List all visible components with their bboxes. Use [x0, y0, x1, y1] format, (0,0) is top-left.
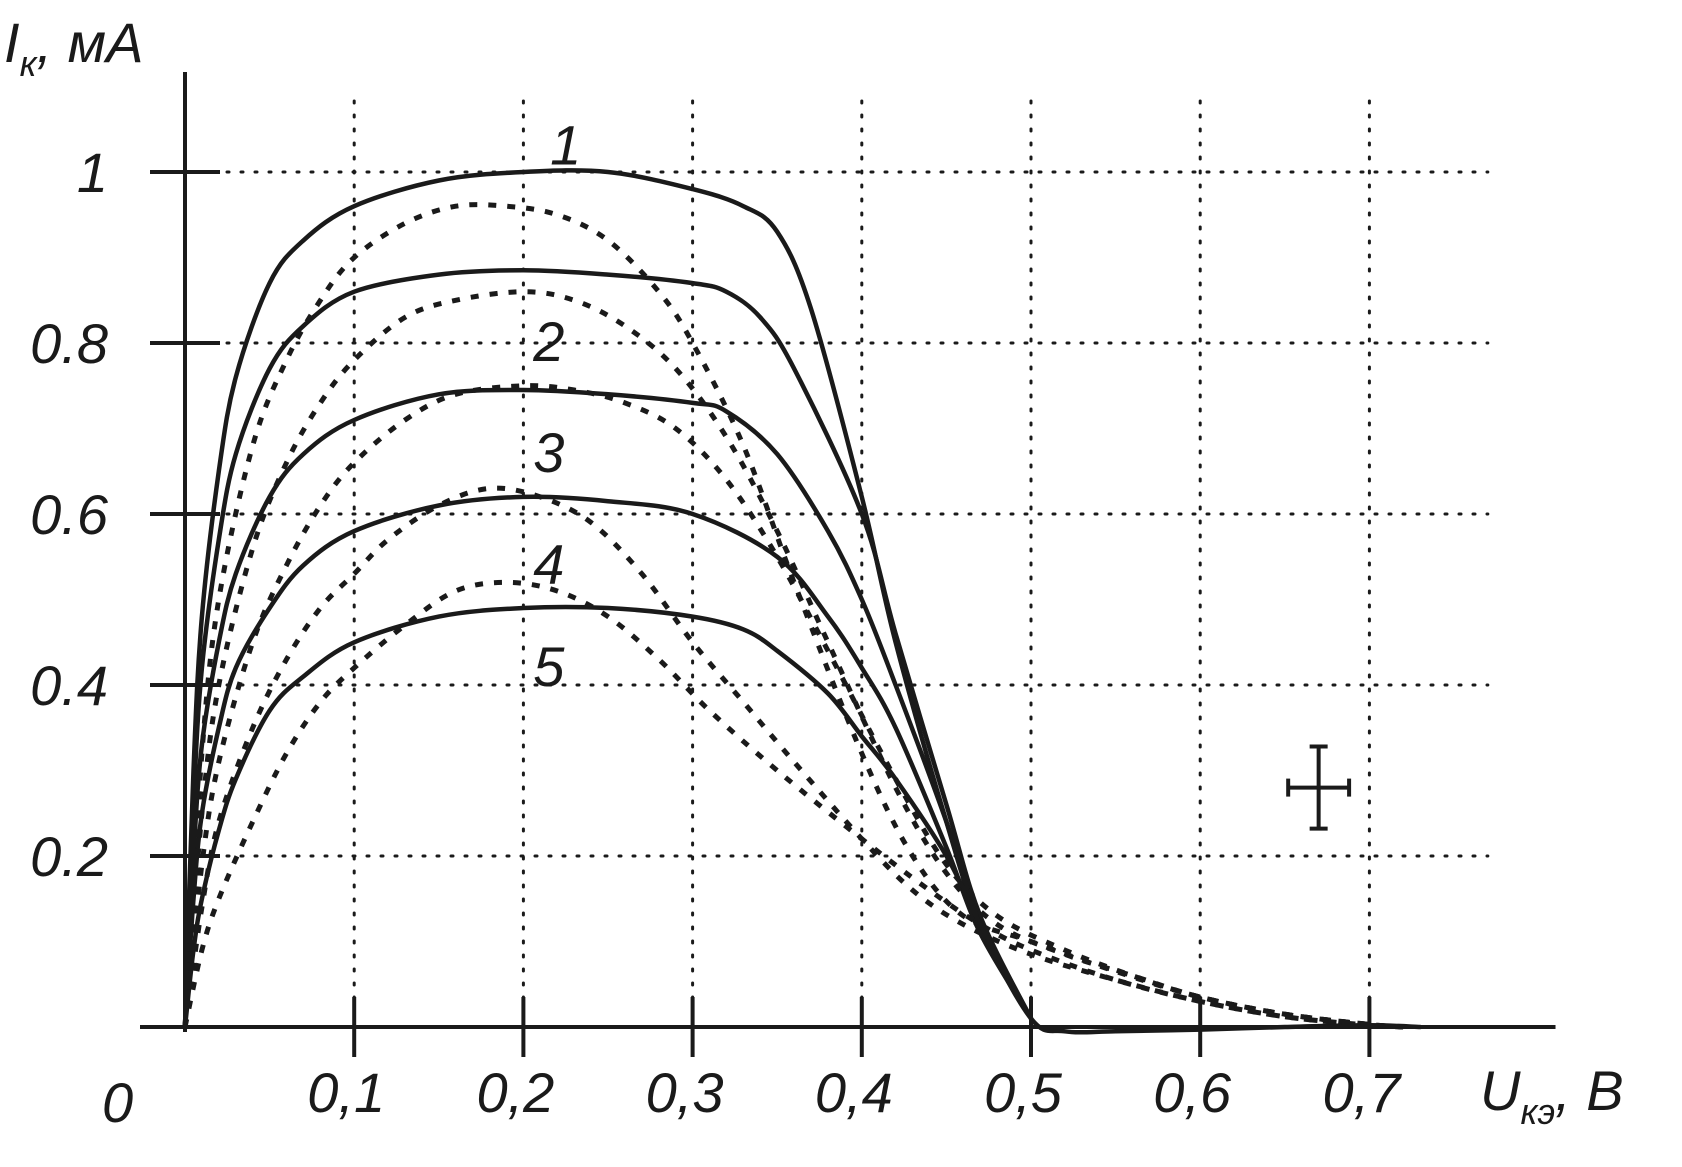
ticks [150, 170, 1372, 1057]
x-axis-label-sub: кэ [1520, 1091, 1555, 1132]
measured-curve-2 [182, 268, 1034, 1030]
curve-label: 1 [550, 113, 581, 176]
simulated-curve [182, 289, 1404, 1030]
origin-label: 0 [102, 1071, 133, 1134]
measured-curve-1 [182, 168, 1423, 1035]
x-tick-label: 0,3 [646, 1061, 724, 1124]
x-tick-label: 0,1 [307, 1061, 385, 1124]
curves [182, 168, 1423, 1035]
x-axis-label: Uкэ, В [1480, 1059, 1624, 1132]
y-axis-label-unit: , мА [37, 11, 144, 74]
y-tick-label: 0.6 [30, 483, 109, 546]
simulated-curve [182, 579, 1370, 1028]
y-tick-label: 0.8 [30, 312, 108, 375]
y-tick-label: 0.4 [30, 654, 108, 717]
y-tick-label: 1 [77, 141, 108, 204]
x-tick-label: 0,2 [476, 1061, 554, 1124]
curve-label: 5 [533, 635, 565, 698]
x-tick-label: 0,4 [815, 1061, 893, 1124]
error-bar [1286, 744, 1352, 831]
measured-curve-3 [182, 387, 1034, 1030]
y-axis-label-main: I [4, 11, 20, 74]
x-axis-label-main: U [1480, 1059, 1521, 1122]
axes [140, 72, 1556, 1032]
x-tick-label: 0,5 [984, 1061, 1063, 1124]
curve-label: 4 [533, 532, 564, 595]
measured-curve-4 [182, 494, 1034, 1030]
grid-lines [183, 97, 1490, 1029]
curve-label: 2 [532, 310, 564, 373]
y-axis-label: Iк, мА [4, 11, 143, 84]
simulated-curve [182, 485, 1370, 1028]
labels: 0,1 0,2 0,3 0,4 0,5 0,6 0,7 0.2 0.4 0.6 0.8 1 1 2 3 4 5 [30, 113, 1402, 1124]
x-tick-label: 0,7 [1322, 1061, 1402, 1124]
x-axis-label-unit: , В [1555, 1059, 1623, 1122]
y-tick-label: 0.2 [30, 825, 108, 888]
simulated-curve [182, 202, 1404, 1030]
x-tick-label: 0,6 [1153, 1061, 1232, 1124]
y-axis-label-sub: к [20, 43, 39, 84]
simulated-curve [182, 383, 1404, 1030]
curve-label: 3 [533, 421, 564, 484]
